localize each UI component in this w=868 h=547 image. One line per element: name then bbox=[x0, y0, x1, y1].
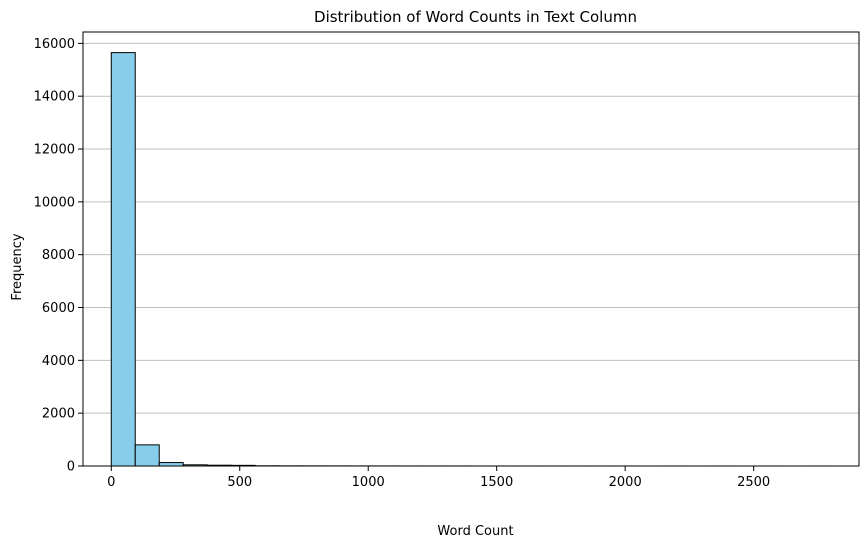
y-tick-label: 10000 bbox=[34, 195, 75, 210]
y-axis-ticks: 0 2000 4000 6000 8000 10000 12000 14000 16000 bbox=[34, 37, 83, 475]
plot-frame bbox=[82, 31, 860, 467]
histogram-bar bbox=[134, 444, 160, 467]
x-axis-ticks: 0 500 1000 1500 2000 2500 bbox=[107, 466, 770, 490]
x-tick-label: 1000 bbox=[352, 475, 385, 490]
y-tick-label: 6000 bbox=[42, 301, 75, 316]
y-tick-label: 4000 bbox=[42, 354, 75, 369]
chart-title: Distribution of Word Counts in Text Colu… bbox=[314, 8, 637, 26]
y-tick-label: 8000 bbox=[42, 248, 75, 263]
y-axis-title: Frequency bbox=[10, 233, 25, 300]
x-tick-label: 0 bbox=[107, 475, 115, 490]
histogram-bar bbox=[110, 52, 136, 467]
x-axis-title: Word Count bbox=[437, 524, 513, 539]
y-tick-label: 0 bbox=[67, 460, 75, 475]
x-tick-label: 2500 bbox=[737, 475, 770, 490]
x-tick-label: 1500 bbox=[480, 475, 513, 490]
y-tick-label: 12000 bbox=[34, 143, 75, 158]
x-tick-label: 2000 bbox=[609, 475, 642, 490]
y-tick-label: 16000 bbox=[34, 37, 75, 52]
x-tick-label: 500 bbox=[227, 475, 252, 490]
y-tick-label: 14000 bbox=[34, 90, 75, 105]
y-tick-label: 2000 bbox=[42, 407, 75, 422]
histogram-bar bbox=[158, 462, 184, 467]
